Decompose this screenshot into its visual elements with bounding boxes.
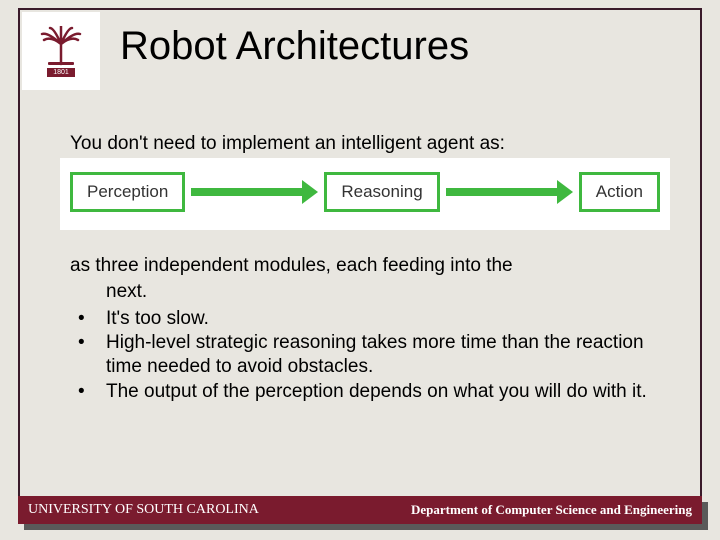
slide-title: Robot Architectures (120, 24, 690, 69)
node-perception: Perception (70, 172, 185, 212)
node-action: Action (579, 172, 660, 212)
bullet-text: High-level strategic reasoning takes mor… (106, 331, 680, 380)
bullet-mark: • (78, 307, 106, 331)
university-logo: 1801 (22, 12, 100, 90)
footer-department: Department of Computer Science and Engin… (411, 502, 692, 518)
footer-bar: UNIVERSITY OF SOUTH CAROLINA Department … (18, 496, 702, 524)
bullet-item: • It's too slow. (70, 307, 680, 331)
diagram-container: Perception Reasoning Action (60, 158, 670, 230)
palm-tree-icon (36, 26, 86, 66)
flowchart: Perception Reasoning Action (70, 172, 660, 212)
bullet-text: The output of the perception depends on … (106, 380, 680, 404)
logo-year: 1801 (47, 68, 75, 77)
node-reasoning: Reasoning (324, 172, 439, 212)
bullet-mark: • (78, 331, 106, 380)
slide-content: You don't need to implement an intellige… (70, 132, 680, 404)
footer-university: UNIVERSITY OF SOUTH CAROLINA (28, 502, 259, 518)
intro-text: You don't need to implement an intellige… (70, 132, 680, 156)
bullet-item: • High-level strategic reasoning takes m… (70, 331, 680, 380)
continuation-line2: next. (70, 280, 680, 304)
bullet-mark: • (78, 380, 106, 404)
footer: UNIVERSITY OF SOUTH CAROLINA Department … (18, 496, 702, 530)
arrow-1 (191, 182, 318, 202)
arrow-2 (446, 182, 573, 202)
continuation-line1: as three independent modules, each feedi… (70, 254, 680, 278)
bullet-text: It's too slow. (106, 307, 680, 331)
bullet-item: • The output of the perception depends o… (70, 380, 680, 404)
